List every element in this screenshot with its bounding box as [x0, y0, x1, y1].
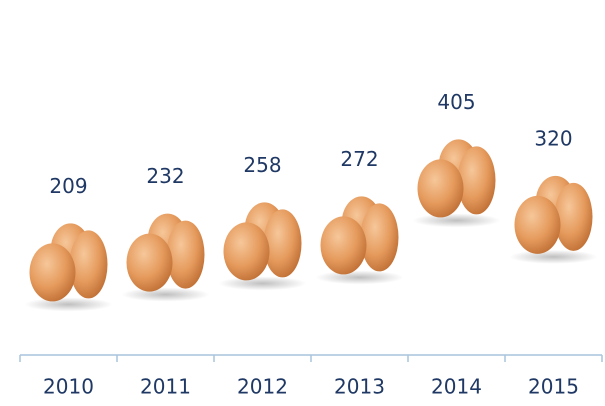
data-label: 320 — [534, 126, 572, 150]
egg — [555, 183, 593, 251]
egg-group — [25, 223, 113, 311]
x-tick-label: 2012 — [237, 375, 288, 399]
data-label: 272 — [340, 147, 378, 171]
egg — [321, 216, 367, 274]
egg-shadow — [316, 270, 404, 284]
egg-group — [316, 196, 404, 284]
x-tick-label: 2011 — [140, 375, 191, 399]
x-tick-label: 2014 — [431, 375, 482, 399]
egg-group — [413, 139, 501, 227]
egg-shadow — [219, 276, 307, 290]
egg-group — [510, 176, 598, 264]
egg-group — [122, 214, 210, 302]
egg — [224, 222, 270, 280]
egg — [30, 243, 76, 301]
egg — [515, 196, 561, 254]
egg — [264, 209, 302, 277]
egg — [167, 221, 205, 289]
egg — [70, 230, 108, 298]
data-label: 405 — [437, 90, 475, 114]
egg-shadow — [510, 250, 598, 264]
data-label: 232 — [146, 164, 184, 188]
egg-group — [219, 202, 307, 290]
egg-shadow — [122, 288, 210, 302]
data-label: 258 — [243, 153, 281, 177]
egg — [418, 159, 464, 217]
egg-shadow — [25, 297, 113, 311]
egg — [127, 234, 173, 292]
egg-shadow — [413, 213, 501, 227]
data-label: 209 — [49, 174, 87, 198]
x-tick-label: 2010 — [43, 375, 94, 399]
egg — [458, 146, 496, 214]
x-tick-label: 2013 — [334, 375, 385, 399]
chart: 2010 209 2011 232 2012 258 2013 272 2014 405 2015 3… — [0, 0, 605, 402]
x-tick-label: 2015 — [528, 375, 579, 399]
egg — [361, 203, 399, 271]
